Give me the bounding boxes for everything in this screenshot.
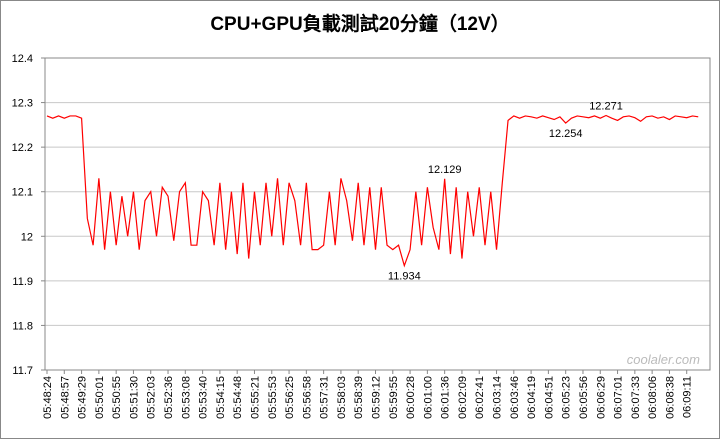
x-tick-label: 05:52:03 bbox=[146, 376, 158, 419]
data-label: 12.129 bbox=[428, 164, 462, 176]
x-tick-label: 05:55:21 bbox=[249, 376, 261, 419]
data-label: 12.271 bbox=[589, 100, 623, 112]
y-tick-label: 12 bbox=[21, 231, 33, 243]
x-tick-label: 06:05:23 bbox=[561, 376, 573, 419]
y-tick-label: 11.9 bbox=[12, 276, 33, 288]
x-tick-label: 06:02:09 bbox=[457, 376, 469, 419]
x-tick-label: 05:57:31 bbox=[319, 376, 331, 419]
x-tick-label: 05:56:58 bbox=[301, 376, 313, 419]
chart-title: CPU+GPU負載測試20分鐘（12V） bbox=[210, 12, 509, 35]
x-tick-label: 06:03:14 bbox=[492, 376, 504, 419]
data-label: 12.254 bbox=[549, 128, 583, 140]
x-tick-label: 05:55:53 bbox=[267, 376, 279, 419]
y-tick-label: 12.2 bbox=[12, 142, 33, 154]
x-tick-label: 06:09:11 bbox=[682, 376, 694, 418]
data-line bbox=[46, 114, 699, 268]
x-tick-label: 05:59:12 bbox=[371, 376, 383, 419]
x-tick-label: 05:53:08 bbox=[180, 376, 192, 419]
x-tick-label: 05:48:57 bbox=[59, 376, 71, 419]
y-tick-label: 11.7 bbox=[12, 365, 33, 377]
x-tick-label: 06:04:19 bbox=[526, 376, 538, 419]
data-label: 11.934 bbox=[388, 271, 421, 283]
x-tick-label: 05:51:30 bbox=[128, 376, 140, 419]
x-tick-label: 06:00:28 bbox=[405, 376, 417, 419]
x-tick-label: 05:50:55 bbox=[111, 376, 123, 419]
x-tick-label: 05:53:40 bbox=[198, 376, 210, 419]
x-tick-label: 05:58:03 bbox=[336, 376, 348, 419]
x-tick-label: 06:06:29 bbox=[595, 376, 607, 419]
x-tick-label: 06:08:06 bbox=[647, 376, 659, 419]
x-tick-label: 06:07:33 bbox=[630, 376, 642, 419]
x-tick-label: 06:01:36 bbox=[440, 376, 452, 419]
x-tick-label: 06:07:01 bbox=[613, 376, 625, 419]
x-tick-label: 05:48:24 bbox=[42, 376, 54, 419]
x-tick-label: 05:52:36 bbox=[163, 376, 175, 419]
x-tick-label: 05:59:55 bbox=[388, 376, 400, 419]
y-tick-label: 12.3 bbox=[12, 98, 33, 110]
x-tick-label: 06:05:56 bbox=[578, 376, 590, 419]
x-tick-label: 06:04:51 bbox=[543, 376, 555, 419]
plot-border bbox=[44, 57, 711, 371]
x-tick-label: 06:01:00 bbox=[422, 376, 434, 419]
x-tick-label: 05:54:48 bbox=[232, 376, 244, 419]
x-tick-label: 06:03:46 bbox=[509, 376, 521, 419]
x-tick-label: 05:58:39 bbox=[353, 376, 365, 419]
x-tick-label: 05:56:25 bbox=[284, 376, 296, 419]
y-tick-label: 12.4 bbox=[12, 53, 33, 65]
y-tick-label: 11.8 bbox=[12, 320, 33, 332]
watermark: coolaler.com bbox=[627, 352, 700, 367]
x-tick-label: 06:02:41 bbox=[474, 376, 486, 419]
y-tick-label: 12.1 bbox=[12, 187, 33, 199]
x-tick-label: 05:49:29 bbox=[77, 376, 89, 419]
x-tick-label: 06:08:38 bbox=[664, 376, 676, 419]
x-tick-label: 05:54:15 bbox=[215, 376, 227, 419]
x-tick-label: 05:50:01 bbox=[94, 376, 106, 419]
